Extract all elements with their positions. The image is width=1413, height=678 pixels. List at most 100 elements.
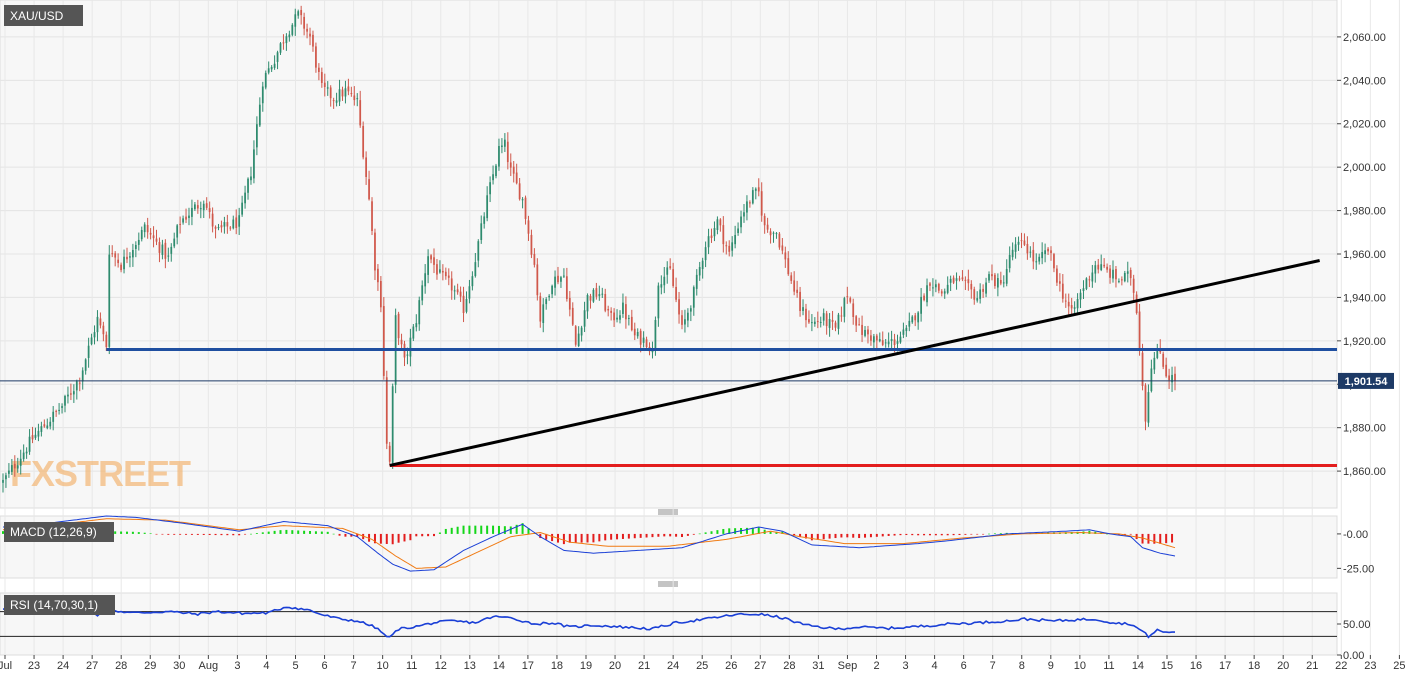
candle-body bbox=[220, 225, 223, 228]
candle-body bbox=[536, 264, 539, 296]
symbol-badge[interactable]: XAU/USD bbox=[4, 5, 83, 26]
candle-body bbox=[1047, 248, 1049, 252]
candle bbox=[757, 178, 760, 197]
candle bbox=[282, 34, 285, 50]
macd-histogram-bar bbox=[214, 533, 217, 536]
rsi-resize-handle[interactable] bbox=[658, 581, 678, 587]
candle bbox=[1150, 359, 1153, 393]
candle-body bbox=[347, 86, 350, 92]
candle-body bbox=[560, 277, 562, 282]
date-tick-label: 18 bbox=[551, 660, 563, 672]
candle bbox=[687, 308, 689, 328]
candle bbox=[784, 246, 787, 268]
macd-resize-handle[interactable] bbox=[658, 509, 678, 515]
candle bbox=[524, 195, 527, 225]
candle-body bbox=[164, 242, 167, 259]
candle-body bbox=[1141, 352, 1144, 386]
candle bbox=[813, 317, 816, 327]
candle-body bbox=[952, 277, 955, 283]
fxstreet-watermark: FXSTREET bbox=[10, 453, 191, 494]
candle bbox=[1020, 232, 1023, 249]
macd-histogram-bar bbox=[657, 533, 660, 537]
candle-body bbox=[861, 324, 863, 335]
macd-histogram-bar bbox=[781, 531, 784, 534]
candle-body bbox=[843, 298, 846, 317]
candle-body bbox=[1100, 264, 1103, 270]
candle-body bbox=[486, 195, 489, 219]
candle-body bbox=[914, 315, 917, 321]
candle-body bbox=[728, 245, 731, 252]
candle-body bbox=[796, 289, 799, 293]
candle-body bbox=[790, 275, 793, 281]
candle-body bbox=[734, 234, 737, 245]
macd-histogram-bar bbox=[220, 533, 223, 536]
candle bbox=[926, 278, 928, 307]
date-tick-label: 19 bbox=[580, 660, 592, 672]
candle-body bbox=[926, 285, 928, 303]
candle-body bbox=[607, 308, 610, 311]
candle bbox=[232, 215, 235, 230]
candle bbox=[630, 309, 633, 332]
candle-body bbox=[129, 256, 131, 258]
candle-body bbox=[223, 222, 226, 227]
date-tick-label: 10 bbox=[377, 660, 389, 672]
macd-histogram-bar bbox=[793, 533, 796, 536]
date-tick-label: 5 bbox=[292, 660, 298, 672]
candle-body bbox=[872, 336, 875, 343]
candle-body bbox=[196, 205, 199, 209]
candle-body bbox=[480, 223, 483, 241]
candle-body bbox=[430, 255, 432, 260]
candle bbox=[108, 245, 111, 355]
candle-body bbox=[899, 336, 902, 343]
candle-body bbox=[202, 203, 205, 211]
candle bbox=[1088, 275, 1091, 288]
candle-body bbox=[441, 270, 444, 273]
candle bbox=[988, 271, 990, 283]
macd-badge[interactable]: MACD (12,26,9) bbox=[4, 522, 114, 542]
date-tick-label: 3 bbox=[902, 660, 908, 672]
candle-body bbox=[31, 435, 34, 440]
candle bbox=[1162, 351, 1165, 370]
candle bbox=[208, 201, 211, 219]
candle-body bbox=[483, 216, 486, 224]
macd-histogram-bar bbox=[545, 533, 548, 540]
candle bbox=[78, 377, 81, 392]
candle bbox=[58, 403, 60, 415]
candle-body bbox=[34, 434, 37, 438]
candle-body bbox=[1106, 266, 1108, 270]
macd-histogram-bar bbox=[1117, 533, 1120, 536]
candle-body bbox=[400, 339, 403, 345]
candle-body bbox=[808, 319, 810, 323]
macd-histogram-bar bbox=[1129, 533, 1132, 535]
date-tick-label: 24 bbox=[667, 660, 679, 672]
candle bbox=[477, 239, 480, 268]
candle bbox=[678, 291, 680, 324]
candle-body bbox=[297, 11, 300, 16]
candle bbox=[595, 282, 598, 300]
candle bbox=[483, 212, 486, 229]
candle bbox=[191, 199, 193, 226]
candle-body bbox=[923, 295, 925, 301]
candle-body bbox=[530, 234, 533, 255]
rsi-badge[interactable]: RSI (14,70,30,1) bbox=[4, 595, 115, 615]
candle bbox=[698, 261, 701, 281]
candle-body bbox=[1070, 305, 1073, 309]
macd-histogram-bar bbox=[255, 533, 258, 534]
candle-body bbox=[920, 296, 922, 314]
candle bbox=[1023, 233, 1026, 247]
date-tick-label: 6 bbox=[961, 660, 967, 672]
candle bbox=[350, 86, 353, 97]
date-tick-label: 21 bbox=[1306, 660, 1318, 672]
candle bbox=[749, 200, 751, 208]
candle bbox=[388, 441, 391, 466]
candle bbox=[1138, 303, 1141, 356]
candle-body bbox=[929, 283, 931, 286]
candle bbox=[126, 247, 128, 264]
candle-body bbox=[784, 252, 787, 260]
candle bbox=[684, 309, 686, 333]
candle bbox=[436, 259, 438, 280]
candle-body bbox=[1135, 294, 1138, 314]
candle bbox=[672, 262, 675, 288]
candle-body bbox=[580, 327, 583, 336]
candle-body bbox=[778, 233, 781, 248]
